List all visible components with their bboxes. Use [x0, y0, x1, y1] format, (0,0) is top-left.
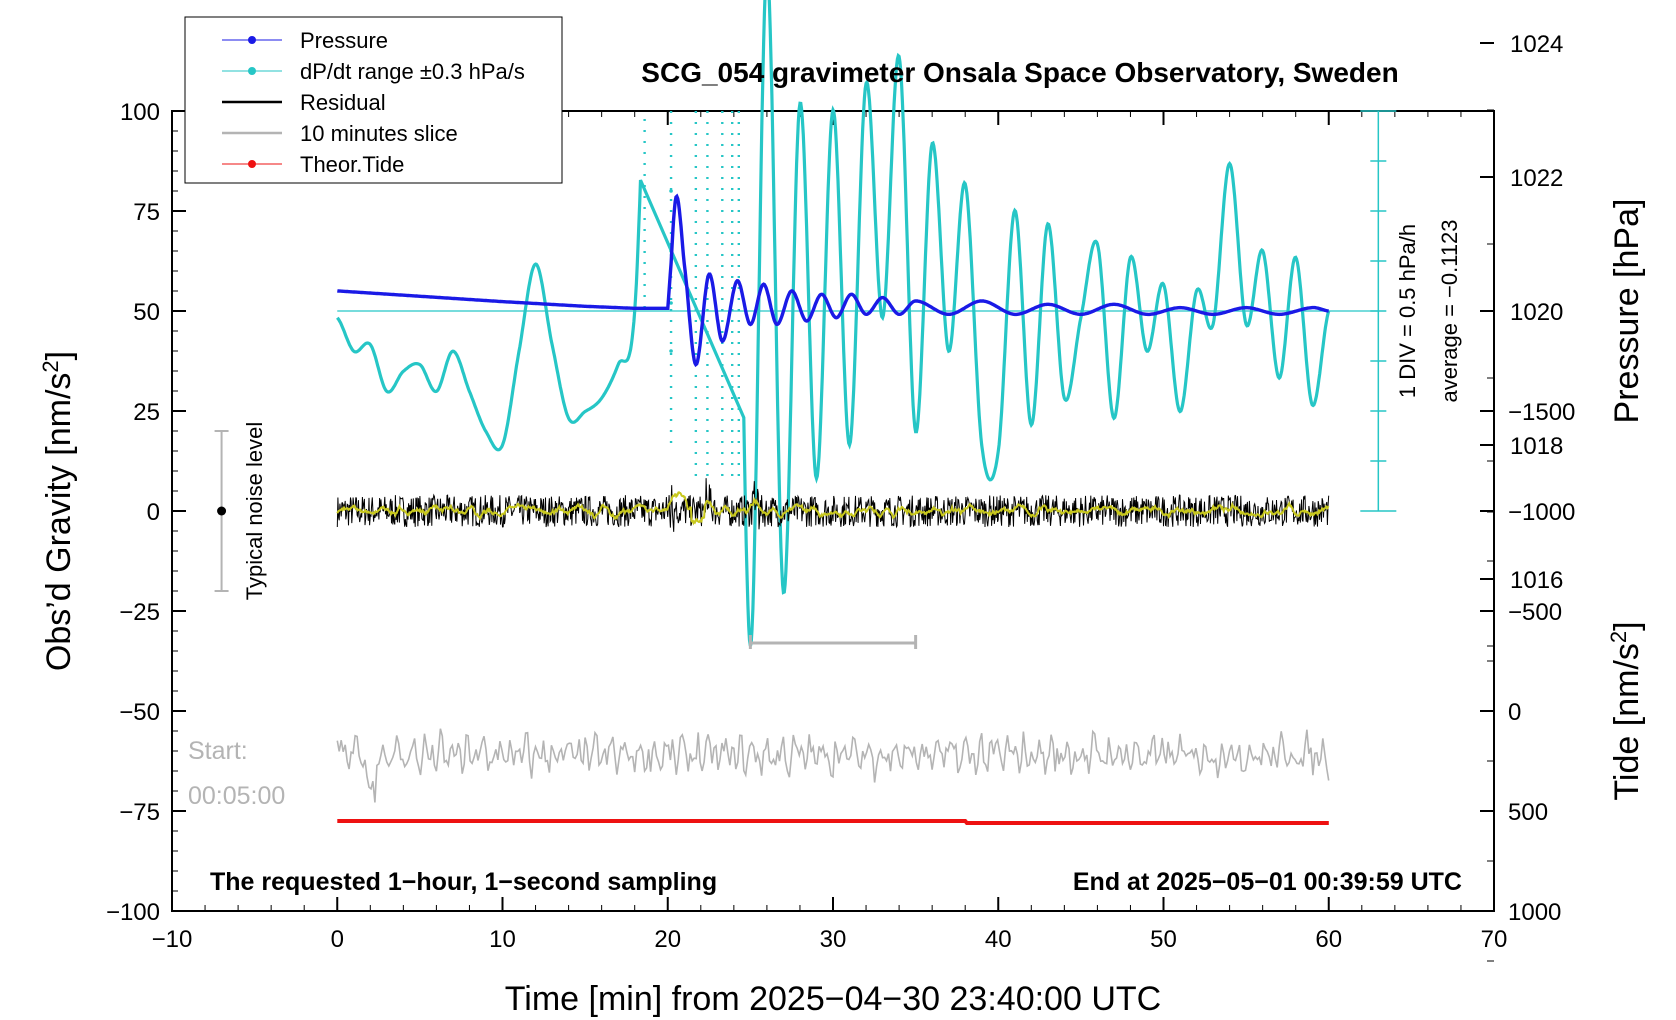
slice-line — [336, 728, 1330, 803]
y-tick-label: −100 — [106, 899, 160, 926]
x-tick-label: −10 — [152, 926, 193, 953]
legend-label: 10 minutes slice — [300, 121, 458, 146]
pressure-tick-label: 1018 — [1510, 433, 1563, 460]
bottom-left-note: The requested 1−hour, 1−second sampling — [210, 868, 717, 896]
y-tick-label: 25 — [133, 399, 160, 426]
chart-title: SCG_054 gravimeter Onsala Space Observat… — [641, 57, 1398, 88]
tide-axis-label: Tide [nm/s2] — [1606, 621, 1646, 800]
legend-swatch-dot — [248, 67, 256, 75]
tide-tick-label: 1000 — [1508, 899, 1561, 926]
x-axis-ticks: −10 0 10 20 30 40 50 60 70 — [152, 111, 1508, 953]
tide-tick-label: −1000 — [1508, 499, 1575, 526]
legend: Pressure dP/dt range ±0.3 hPa/s Residual 10… — [184, 16, 563, 184]
legend-swatch-dot — [248, 160, 256, 168]
start-label: Start: — [188, 737, 248, 765]
pressure-tick-label: 1024 — [1510, 31, 1563, 58]
y-tick-label: −75 — [119, 799, 160, 826]
pressure-tick-label: 1020 — [1510, 299, 1563, 326]
tide-tick-label: −500 — [1508, 599, 1562, 626]
average-label: average = −0.1123 — [1437, 219, 1462, 402]
legend-label: Pressure — [300, 28, 388, 53]
y-left-ticks: −100 −75 −50 −25 0 25 50 75 100 — [106, 99, 186, 926]
tide-line — [337, 819, 1329, 825]
series-layer — [214, 0, 1379, 825]
pressure-axis-ticks: 1016 1018 1020 1022 1024 — [1480, 31, 1563, 647]
y-tick-label: 100 — [120, 99, 160, 126]
residual-smoothed-line — [336, 491, 1330, 526]
x-tick-label: 60 — [1315, 926, 1342, 953]
dpdt-dot — [669, 349, 673, 353]
pressure-tick-label: 1022 — [1510, 165, 1563, 192]
x-tick-label: 50 — [1150, 926, 1177, 953]
y-tick-label: −50 — [119, 699, 160, 726]
residual-line — [336, 478, 1330, 532]
x-tick-label: 30 — [820, 926, 847, 953]
tide-tick-label: −1500 — [1508, 399, 1575, 426]
tide-axis-sup: 2 — [1606, 631, 1631, 643]
x-tick-label: 10 — [489, 926, 516, 953]
start-time: 00:05:00 — [188, 782, 285, 810]
y-tick-label: 50 — [133, 299, 160, 326]
legend-swatch-dot — [248, 36, 256, 44]
x-tick-label: 20 — [654, 926, 681, 953]
legend-label: Theor.Tide — [300, 152, 404, 177]
bottom-right-note: End at 2025−05−01 00:39:59 UTC — [1073, 868, 1462, 896]
tide-axis-ticks: −1500 −1000 −500 0 500 1000 — [1480, 399, 1575, 962]
div-label: 1 DIV = 0.5 hPa/h — [1395, 224, 1420, 398]
noise-bar-center — [217, 506, 227, 516]
x-axis-label: Time [min] from 2025−04−30 23:40:00 UTC — [505, 980, 1161, 1018]
dpdt-dot — [669, 301, 673, 305]
tide-tick-label: 0 — [1508, 699, 1521, 726]
y-axis-left-sup: 2 — [38, 360, 63, 372]
x-tick-label: 40 — [985, 926, 1012, 953]
y-tick-label: 0 — [147, 499, 160, 526]
legend-label: Residual — [300, 90, 386, 115]
tide-tick-label: 500 — [1508, 799, 1548, 826]
legend-label: dP/dt range ±0.3 hPa/s — [300, 59, 525, 84]
noise-level-label: Typical noise level — [242, 422, 267, 601]
dpdt-dot — [669, 189, 673, 193]
legend-box — [184, 16, 563, 184]
dpdt-line — [336, 0, 1331, 647]
pressure-line — [337, 193, 1329, 368]
legend-entries: Pressure dP/dt range ±0.3 hPa/s Residual 10… — [222, 28, 525, 177]
pressure-axis-label: Pressure [hPa] — [1608, 199, 1646, 424]
pressure-tick-label: 1016 — [1510, 567, 1563, 594]
x-tick-label: 0 — [331, 926, 344, 953]
x-tick-label: 70 — [1481, 926, 1508, 953]
y-tick-label: −25 — [119, 599, 160, 626]
y-axis-left-label: Obs’d Gravity [nm/s2] — [38, 351, 78, 671]
y-tick-label: 75 — [133, 199, 160, 226]
